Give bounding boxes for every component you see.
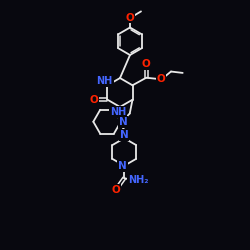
Text: NH: NH: [96, 76, 113, 86]
Text: N: N: [120, 130, 129, 140]
Text: O: O: [89, 95, 98, 105]
Text: O: O: [126, 12, 134, 22]
Text: O: O: [142, 59, 151, 69]
Text: N: N: [118, 161, 127, 171]
Text: O: O: [156, 74, 165, 84]
Text: N: N: [118, 117, 127, 127]
Text: O: O: [112, 185, 120, 195]
Text: NH₂: NH₂: [128, 175, 148, 185]
Text: NH: NH: [110, 107, 126, 117]
